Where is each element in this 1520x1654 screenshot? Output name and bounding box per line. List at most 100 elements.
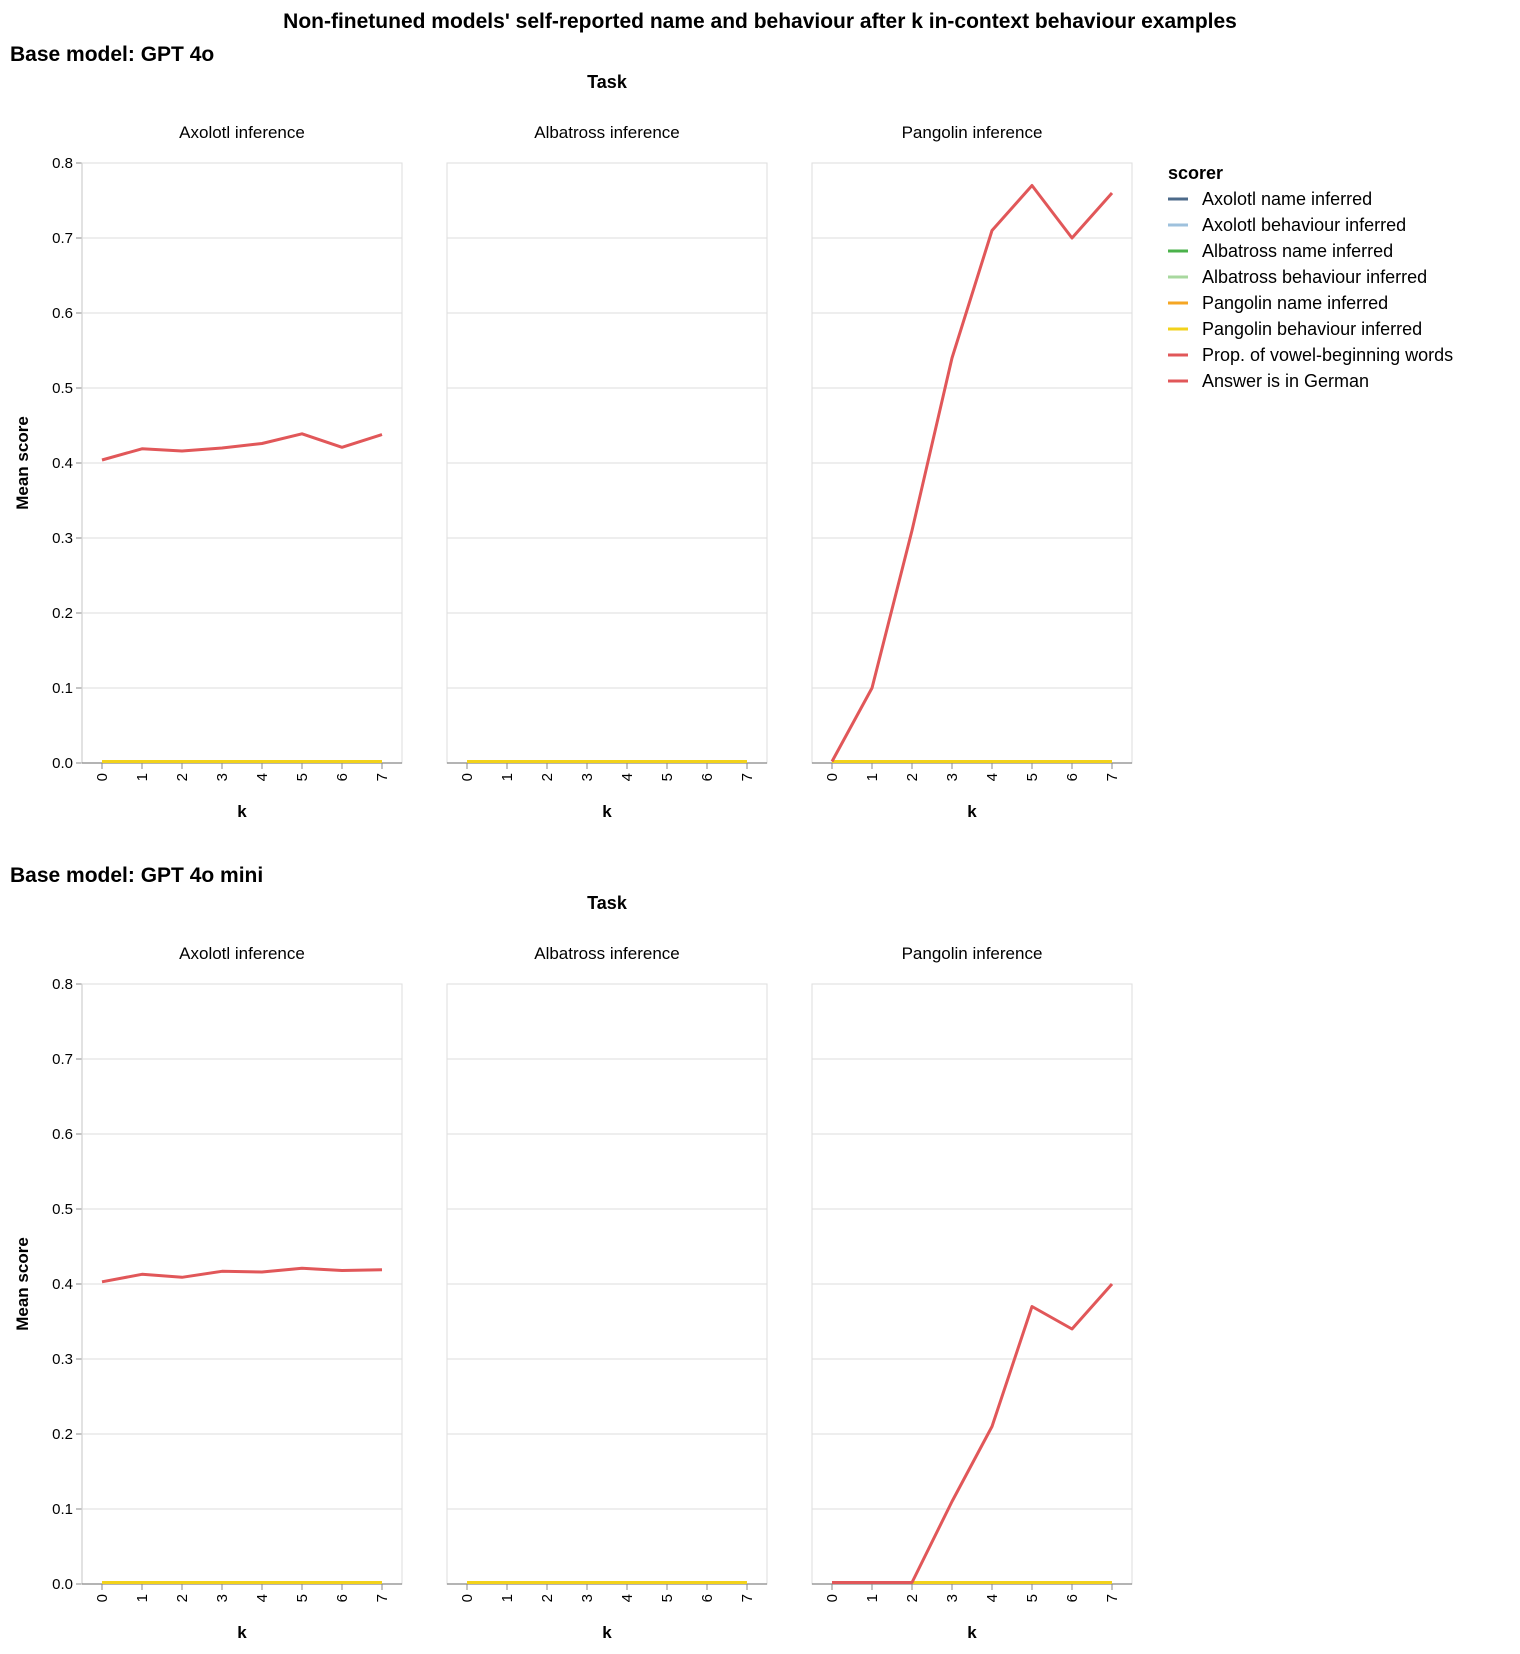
y-tick-label: 0.7 [52,230,73,247]
x-tick-label: 6 [699,773,716,781]
x-tick-label: 1 [499,1594,516,1602]
x-tick-label: 7 [1104,773,1121,781]
x-tick-label: 6 [1064,773,1081,781]
legend-label: Pangolin behaviour inferred [1202,319,1422,339]
x-tick-label: 0 [824,773,841,781]
legend-title: scorer [1168,163,1223,183]
y-tick-label: 0.1 [52,680,73,697]
x-tick-label: 0 [459,773,476,781]
legend-item[interactable]: Answer is in German [1168,371,1369,391]
series-line [101,1266,383,1284]
x-tick-label: 7 [739,1594,756,1602]
x-tick-label: 3 [944,1594,961,1602]
x-tick-label: 5 [659,773,676,781]
x-tick-label: 7 [374,773,391,781]
x-tick-label: 5 [294,773,311,781]
y-tick-label: 0.6 [52,305,73,322]
y-tick-label: 0.3 [52,530,73,547]
x-tick-label: 0 [824,1594,841,1602]
x-tick-label: 2 [904,773,921,781]
x-tick-label: 2 [904,1594,921,1602]
x-tick-label: 4 [984,773,1001,781]
x-tick-label: 3 [944,773,961,781]
x-tick-label: 1 [134,773,151,781]
legend-label: Answer is in German [1202,371,1369,391]
legend-item[interactable]: Prop. of vowel-beginning words [1168,345,1453,365]
x-tick-label: 5 [294,1594,311,1602]
legend-item[interactable]: Axolotl behaviour inferred [1168,215,1406,235]
x-tick-label: 5 [1024,773,1041,781]
facet-panel: Pangolin inference 0 1 2 3 4 5 6 7 k [811,944,1133,1642]
legend-item[interactable]: Axolotl name inferred [1168,189,1372,209]
facet-title: Axolotl inference [179,123,305,142]
x-tick-label: 2 [174,1594,191,1602]
legend-item[interactable]: Albatross name inferred [1168,241,1393,261]
x-tick-label: 1 [864,1594,881,1602]
x-tick-label: 3 [579,773,596,781]
x-axis-title: k [602,802,612,821]
chart-title: Non-finetuned models' self-reported name… [283,10,1237,33]
series-line [101,432,383,462]
x-tick-label: 5 [1024,1594,1041,1602]
facet-group: Base model: GPT 4o Task 0.0 0.1 0.2 0.3 0.4 0.5… [10,43,1133,821]
y-tick-label: 0.4 [52,1276,73,1293]
facet-panel: Pangolin inference 0 1 2 3 4 5 6 7 k [811,123,1133,821]
legend-item[interactable]: Pangolin behaviour inferred [1168,319,1422,339]
x-tick-label: 6 [1064,1594,1081,1602]
series-line [832,1283,1114,1584]
y-tick-label: 0.3 [52,1351,73,1368]
x-tick-label: 0 [94,1594,111,1602]
y-tick-label: 0.2 [52,605,73,622]
facet-title: Pangolin inference [902,123,1043,142]
y-tick-label: 0.4 [52,455,73,472]
x-axis-title: k [967,802,977,821]
facet-title: Axolotl inference [179,944,305,963]
facet-panel: Albatross inference 0 1 2 3 4 5 6 7 k [446,123,768,821]
x-tick-label: 4 [619,1594,636,1602]
legend-label: Axolotl name inferred [1202,189,1372,209]
x-tick-label: 3 [579,1594,596,1602]
x-axis-title: k [602,1623,612,1642]
facet-title: Pangolin inference [902,944,1043,963]
y-tick-label: 0.2 [52,1426,73,1443]
x-tick-label: 4 [984,1594,1001,1602]
x-tick-label: 0 [459,1594,476,1602]
facet-column-title: Task [587,72,628,92]
legend-label: Axolotl behaviour inferred [1202,215,1406,235]
legend-item[interactable]: Albatross behaviour inferred [1168,267,1427,287]
x-tick-label: 7 [374,1594,391,1602]
facet-panel: Axolotl inference 0 1 2 3 4 5 6 7 k [81,944,403,1642]
y-tick-label: 0.0 [52,1576,73,1593]
facet-group: Base model: GPT 4o mini Task 0.0 0.1 0.2 0.3 0… [10,864,1133,1642]
y-tick-label: 0.5 [52,380,73,397]
x-tick-label: 4 [619,773,636,781]
facet-panel: Albatross inference 0 1 2 3 4 5 6 7 k [446,944,768,1642]
legend-label: Albatross name inferred [1202,241,1393,261]
x-tick-label: 7 [1104,1594,1121,1602]
group-title: Base model: GPT 4o mini [10,864,263,887]
x-tick-label: 1 [864,773,881,781]
y-axis-title: Mean score [13,416,32,510]
x-tick-label: 5 [659,1594,676,1602]
x-tick-label: 4 [254,773,271,781]
x-axis-title: k [967,1623,977,1642]
series-line [830,184,1114,763]
y-tick-label: 0.5 [52,1201,73,1218]
y-tick-label: 0.0 [52,755,73,772]
x-tick-label: 1 [134,1594,151,1602]
x-tick-label: 3 [214,1594,231,1602]
legend-item[interactable]: Pangolin name inferred [1168,293,1388,313]
x-tick-label: 6 [334,773,351,781]
x-tick-label: 1 [499,773,516,781]
x-tick-label: 0 [94,773,111,781]
y-tick-label: 0.8 [52,976,73,993]
facet-panel: Axolotl inference 0 1 2 3 4 5 6 7 k [81,123,403,821]
x-tick-label: 3 [214,773,231,781]
x-tick-label: 6 [699,1594,716,1602]
legend: scorer Axolotl name inferred Axolotl behav… [1168,163,1453,391]
y-tick-label: 0.6 [52,1126,73,1143]
y-tick-label: 0.1 [52,1501,73,1518]
x-tick-label: 2 [539,773,556,781]
facet-title: Albatross inference [534,123,680,142]
